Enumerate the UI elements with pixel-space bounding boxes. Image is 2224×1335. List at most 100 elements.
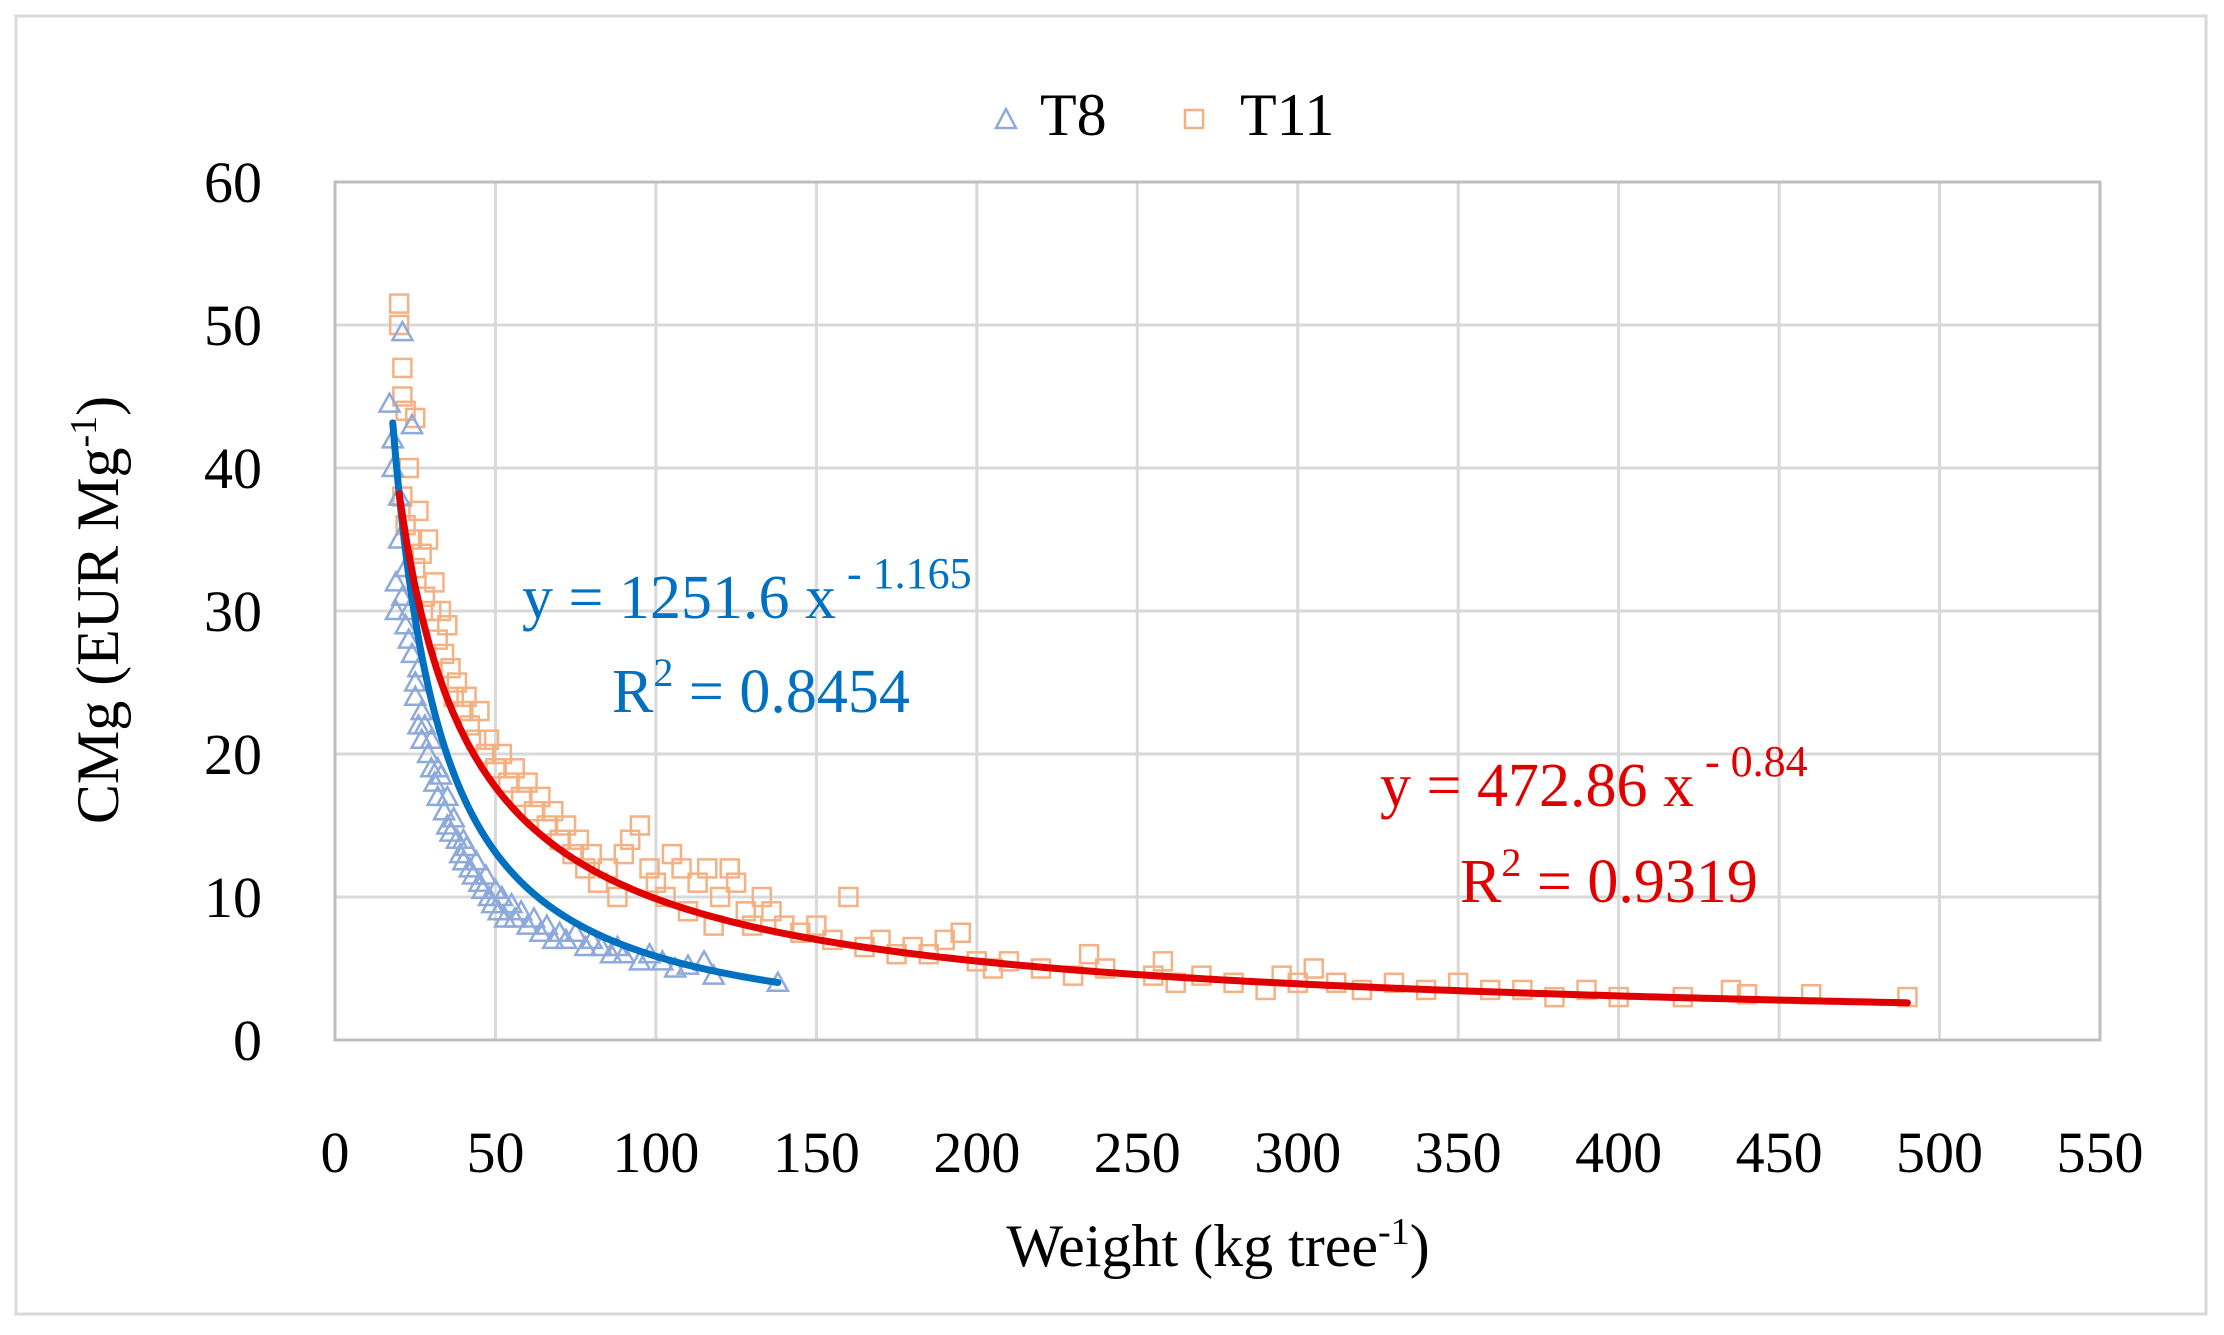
- y-tick-label: 20: [204, 722, 262, 787]
- t11-point: [568, 829, 590, 851]
- y-axis-title-end: ): [65, 396, 131, 416]
- t11-point: [530, 786, 551, 808]
- legend-item-t8: T8: [993, 82, 1107, 148]
- x-tick-label: 550: [2057, 1120, 2144, 1185]
- t11-point: [697, 858, 718, 879]
- tick-labels: 0 50 100 150 200 250 300 350 400 450 500 5500102030…: [204, 150, 2144, 1185]
- t8-point: [589, 934, 614, 957]
- t11-point: [1303, 958, 1325, 979]
- t11-point: [838, 886, 859, 908]
- t8-point: [412, 712, 437, 735]
- chart-frame: [14, 14, 2208, 1316]
- t8-point: [553, 927, 579, 950]
- t11-point: [613, 843, 635, 865]
- t11-point: [430, 600, 452, 622]
- t8-point: [399, 412, 425, 435]
- t8-point: [534, 913, 559, 935]
- t11-equation: y = 472.86 x - 0.84: [1380, 737, 1808, 820]
- t11-point: [388, 293, 410, 314]
- t8-point: [502, 905, 527, 928]
- t8-point: [489, 884, 514, 907]
- y-axis-title: CMg (EUR Mg-1): [63, 396, 131, 824]
- t11-point: [388, 314, 410, 336]
- x-tick-label: 100: [612, 1120, 699, 1185]
- x-tick-label: 400: [1575, 1120, 1662, 1185]
- t8-trendline: [389, 419, 782, 986]
- t8-point: [403, 669, 428, 692]
- t8-point: [573, 934, 598, 957]
- t8-equation-exponent: - 1.165: [836, 549, 972, 598]
- t11-point: [735, 901, 757, 922]
- t11-point: [498, 772, 519, 793]
- t11-point: [404, 407, 426, 429]
- x-tick-label: 450: [1736, 1120, 1823, 1185]
- t8-point: [383, 598, 409, 621]
- x-tick-label: 200: [933, 1120, 1020, 1185]
- t11-trendline: [395, 490, 1911, 1007]
- t8-r-squared-value: = 0.8454: [673, 658, 909, 726]
- t8-point: [464, 848, 489, 871]
- t11-point: [581, 843, 602, 865]
- t11-point: [437, 615, 458, 636]
- t11-point: [761, 901, 782, 922]
- y-tick-label: 30: [204, 579, 262, 644]
- t11-equation-main: y = 472.86 x: [1380, 752, 1694, 820]
- t8-point: [390, 584, 415, 606]
- t11-point: [417, 529, 439, 550]
- t8-point: [390, 319, 415, 342]
- t11-point: [517, 772, 538, 793]
- t8-point: [598, 941, 624, 964]
- x-axis-title-end: ): [1410, 1213, 1430, 1279]
- t11-point: [504, 758, 525, 779]
- y-tick-label: 60: [204, 150, 262, 215]
- x-tick-label: 50: [466, 1120, 524, 1185]
- t11-point: [950, 922, 972, 943]
- t11-point: [639, 858, 660, 879]
- x-tick-label: 150: [773, 1120, 860, 1185]
- t11-point: [411, 543, 432, 565]
- t11-point: [1078, 943, 1100, 965]
- t8-point: [454, 834, 479, 857]
- t8-equation-main: y = 1251.6 x: [522, 564, 836, 632]
- t8-point: [399, 641, 425, 664]
- legend-item-t11: T11: [1183, 82, 1334, 148]
- t11-r-squared-superscript: 2: [1501, 840, 1521, 885]
- plot-area-border: [333, 180, 2102, 1042]
- t11-point: [671, 858, 692, 879]
- t11-point: [542, 800, 564, 822]
- y-tick-label: 40: [204, 436, 262, 501]
- t11-point: [934, 929, 955, 951]
- t8-point: [419, 727, 444, 749]
- x-tick-label: 300: [1254, 1120, 1341, 1185]
- x-tick-label: 0: [321, 1120, 350, 1185]
- t8-r-squared: R2 = 0.8454: [612, 650, 910, 726]
- t11-point: [456, 686, 477, 708]
- t8-point: [473, 862, 498, 885]
- t8-point: [428, 762, 454, 785]
- t11-point: [424, 572, 445, 593]
- x-tick-label: 350: [1415, 1120, 1502, 1185]
- t8-point: [383, 569, 409, 592]
- t11-point: [523, 800, 545, 822]
- t8-point: [579, 927, 604, 950]
- t8-point: [521, 905, 547, 928]
- y-axis-title-main: CMg (EUR Mg: [65, 447, 131, 824]
- t11-r-squared-value: = 0.9319: [1521, 848, 1757, 916]
- x-tick-label: 500: [1896, 1120, 1983, 1185]
- t11-point: [806, 915, 827, 936]
- t11-point: [469, 700, 490, 722]
- x-axis-title-superscript: -1: [1378, 1211, 1410, 1253]
- t11-point: [607, 886, 628, 908]
- t11-point: [408, 500, 429, 522]
- x-tick-label: 250: [1094, 1120, 1181, 1185]
- y-tick-label: 10: [204, 865, 262, 930]
- t8-point: [509, 898, 534, 921]
- t8-point: [435, 784, 460, 807]
- t8-r-squared-label: R: [612, 658, 654, 726]
- t11-equation-exponent: - 0.84: [1694, 737, 1808, 786]
- t8-equation: y = 1251.6 x - 1.165: [522, 549, 972, 632]
- legend-marker-triangle: [993, 106, 1019, 130]
- t8-r-squared-superscript: 2: [653, 650, 673, 695]
